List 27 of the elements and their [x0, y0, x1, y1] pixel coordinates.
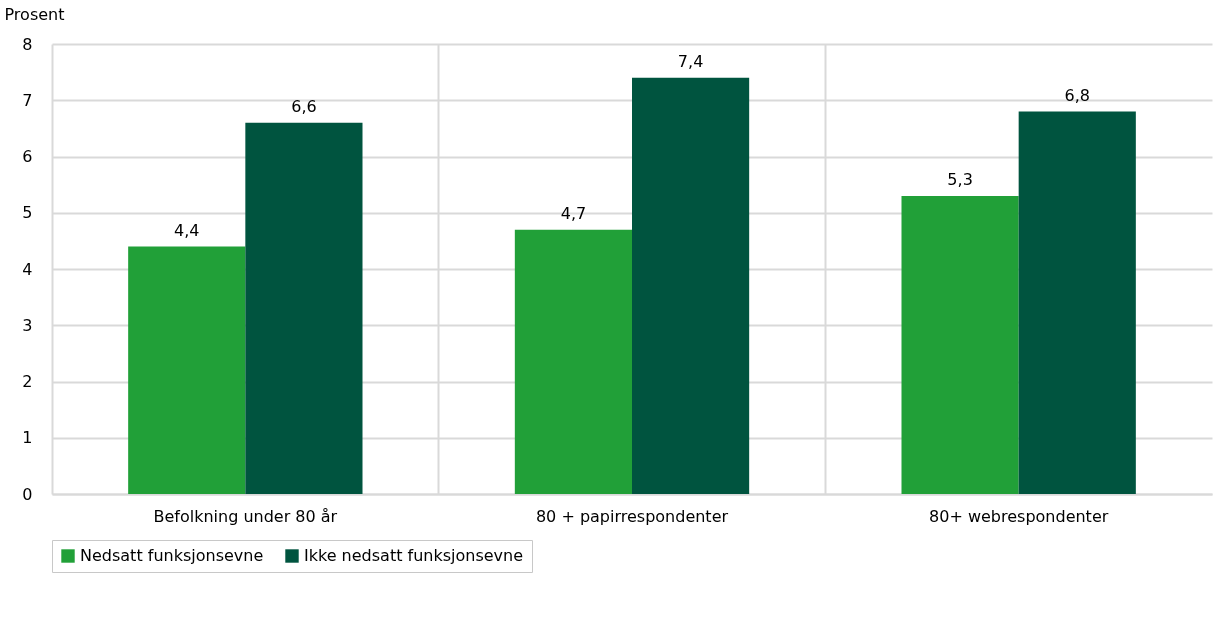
y-tick-label: 0 — [22, 484, 33, 504]
legend-label: Nedsatt funksjonsevne — [80, 546, 264, 565]
y-tick-label: 1 — [22, 428, 33, 448]
y-tick-label: 6 — [22, 147, 33, 166]
data-label: 4,7 — [560, 203, 587, 223]
bar — [901, 195, 1019, 494]
data-label: 5,3 — [947, 169, 973, 189]
data-label: 6,6 — [291, 96, 317, 116]
bar — [128, 246, 246, 494]
data-label: 4,4 — [174, 220, 200, 240]
y-axis-title: Prosent — [4, 4, 65, 24]
y-tick-label: 5 — [22, 203, 33, 223]
data-label: 6,8 — [1064, 85, 1090, 105]
y-tick-label: 8 — [22, 34, 33, 54]
x-tick-label: 80+ webrespondenter — [929, 506, 1109, 526]
legend-label: Ikke nedsatt funksjonsevne — [304, 546, 524, 565]
x-tick-label: 80 + papirrespondenter — [535, 506, 729, 526]
bar — [245, 122, 363, 494]
y-tick-label: 3 — [22, 315, 33, 335]
bar — [514, 229, 632, 494]
y-tick-label: 7 — [22, 90, 33, 110]
data-label: 7,4 — [677, 51, 704, 71]
bar — [632, 77, 750, 494]
y-tick-label: 2 — [22, 372, 33, 391]
x-tick-label: Befolkning under 80 år — [153, 506, 338, 526]
bar — [1018, 111, 1136, 494]
y-tick-label: 4 — [22, 259, 33, 279]
